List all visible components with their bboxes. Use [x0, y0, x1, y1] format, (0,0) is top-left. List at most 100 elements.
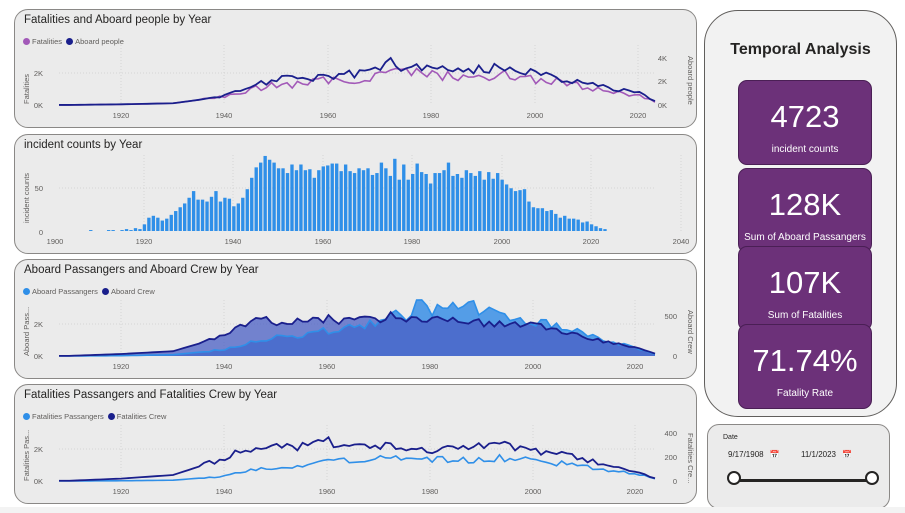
kpi-value: 71.74% — [752, 343, 858, 378]
bar-1996 — [482, 179, 486, 231]
bar-1957 — [308, 169, 312, 231]
bar-2019 — [585, 221, 589, 231]
bar-1981 — [415, 163, 419, 231]
bar-1964 — [339, 171, 343, 231]
x-tick: 1960 — [319, 487, 336, 496]
bar-1941 — [236, 203, 241, 231]
bar-2012 — [554, 213, 558, 231]
x-tick: 2000 — [527, 111, 544, 120]
x-tick: 1960 — [319, 362, 336, 371]
calendar-icon[interactable]: 📅 — [842, 450, 852, 459]
x-tick: 1920 — [113, 487, 130, 496]
start-date-input[interactable]: 9/17/1908 📅 — [728, 450, 780, 459]
x-tick: 1920 — [113, 111, 130, 120]
x-tick: 2000 — [494, 237, 511, 246]
bar-1946 — [259, 162, 263, 231]
bar-1960 — [321, 166, 325, 231]
kpi-card-incident-counts[interactable]: 4723 incident counts — [738, 80, 872, 165]
y2-tick: 4K — [658, 54, 667, 63]
date-slicer-label: Date — [723, 434, 738, 441]
legend-aboard-people: Aboard people — [75, 37, 124, 46]
bar-1999 — [495, 173, 500, 231]
aboard-crew-area — [59, 312, 655, 356]
bar-1947 — [263, 155, 267, 231]
chart-legend: Aboard Passangers Aboard Crew — [23, 287, 157, 296]
kpi-value: 107K — [768, 265, 842, 300]
bar-1937 — [218, 201, 223, 231]
bar-1959 — [317, 170, 321, 231]
kpi-card-fatality-rate[interactable]: 71.74% Fatality Rate — [738, 324, 872, 409]
slider-track[interactable] — [735, 479, 872, 482]
date-slicer: Date 9/17/1908 📅 11/1/2023 📅 — [707, 424, 890, 509]
bar-1956 — [303, 170, 308, 231]
x-tick: 1980 — [422, 362, 439, 371]
slider-start-handle[interactable] — [727, 471, 741, 485]
y-axis-label: incident counts — [22, 173, 31, 223]
bar-1934 — [205, 201, 209, 231]
y2-tick: 2K — [658, 77, 667, 86]
kpi-card-fatalities[interactable]: 107K Sum of Fatalities — [738, 246, 872, 331]
bar-1989 — [451, 175, 455, 231]
incident-counts-chart-panel[interactable]: incident counts by Year incident counts … — [14, 134, 697, 254]
area-chart-svg: Aboard Pass... Aboard Crew 2K 0K 500 0 1… — [22, 299, 695, 371]
bar-2010 — [545, 211, 549, 231]
bar-2011 — [549, 210, 554, 231]
bar-1921 — [147, 217, 151, 231]
bar-1961 — [326, 165, 330, 231]
bar-1923 — [156, 217, 160, 231]
kpi-value: 4723 — [770, 99, 840, 134]
end-date-input[interactable]: 11/1/2023 📅 — [801, 450, 852, 459]
start-date-value: 9/17/1908 — [728, 450, 764, 459]
bar-1955 — [299, 164, 303, 231]
calendar-icon[interactable]: 📅 — [769, 450, 780, 459]
bar-1908 — [89, 230, 93, 231]
bar-1940 — [232, 206, 236, 231]
line-chart-svg: Fatalities Aboard people 2K 0K 4K 2K 0K … — [22, 45, 695, 120]
bar-2021 — [594, 226, 598, 231]
bar-1975 — [388, 175, 393, 231]
x-tick: 1920 — [136, 237, 153, 246]
fatalities-passengers-crew-chart-panel[interactable]: Fatalities Passangers and Fatalities Cre… — [14, 384, 697, 504]
legend-fatalities: Fatalities — [32, 37, 63, 46]
kpi-label: Sum of Aboard Passangers — [744, 232, 866, 243]
bar-2003 — [513, 191, 518, 231]
bar-2008 — [536, 208, 540, 231]
y-tick: 2K — [34, 445, 43, 454]
bar-1969 — [361, 170, 366, 231]
bar-1939 — [227, 198, 232, 231]
bar-1966 — [348, 171, 352, 231]
bar-1998 — [491, 178, 495, 231]
bar-1995 — [478, 171, 482, 231]
fatalities-aboard-chart-panel[interactable]: Fatalities and Aboard people by Year Fat… — [14, 9, 697, 128]
bar-2013 — [558, 217, 562, 231]
legend-aboard-crew: Aboard Crew — [110, 287, 155, 296]
chart-title: Fatalities Passangers and Fatalities Cre… — [24, 389, 278, 401]
chart-legend: Fatalities Aboard people — [23, 37, 126, 46]
y-tick: 2K — [34, 320, 43, 329]
bar-1977 — [397, 179, 401, 231]
x-tick: 1940 — [216, 487, 233, 496]
bar-1915 — [120, 230, 124, 231]
kpi-label: incident counts — [771, 144, 839, 155]
x-tick: 1960 — [315, 237, 332, 246]
aboard-passangers-line — [59, 299, 656, 357]
bar-1965 — [343, 164, 348, 231]
bar-1953 — [290, 164, 294, 231]
bar-1978 — [402, 164, 406, 231]
chart-title: incident counts by Year — [24, 139, 143, 151]
slider-end-handle[interactable] — [865, 471, 879, 485]
bar-1924 — [160, 220, 164, 231]
legend-dot-icon — [107, 413, 115, 420]
y2-tick: 0 — [673, 352, 677, 361]
bar-1929 — [182, 203, 187, 231]
x-tick: 1940 — [225, 237, 242, 246]
bar-2014 — [563, 215, 567, 231]
bar-2007 — [531, 207, 536, 231]
bar-1928 — [178, 207, 182, 231]
bar-1925 — [165, 218, 169, 231]
kpi-label: Fatality Rate — [776, 388, 834, 399]
bar-2006 — [527, 201, 531, 231]
kpi-card-aboard-passangers[interactable]: 128K Sum of Aboard Passangers — [738, 168, 872, 253]
bar-1950 — [276, 168, 281, 231]
aboard-passengers-crew-chart-panel[interactable]: Aboard Passangers and Aboard Crew by Yea… — [14, 259, 697, 379]
